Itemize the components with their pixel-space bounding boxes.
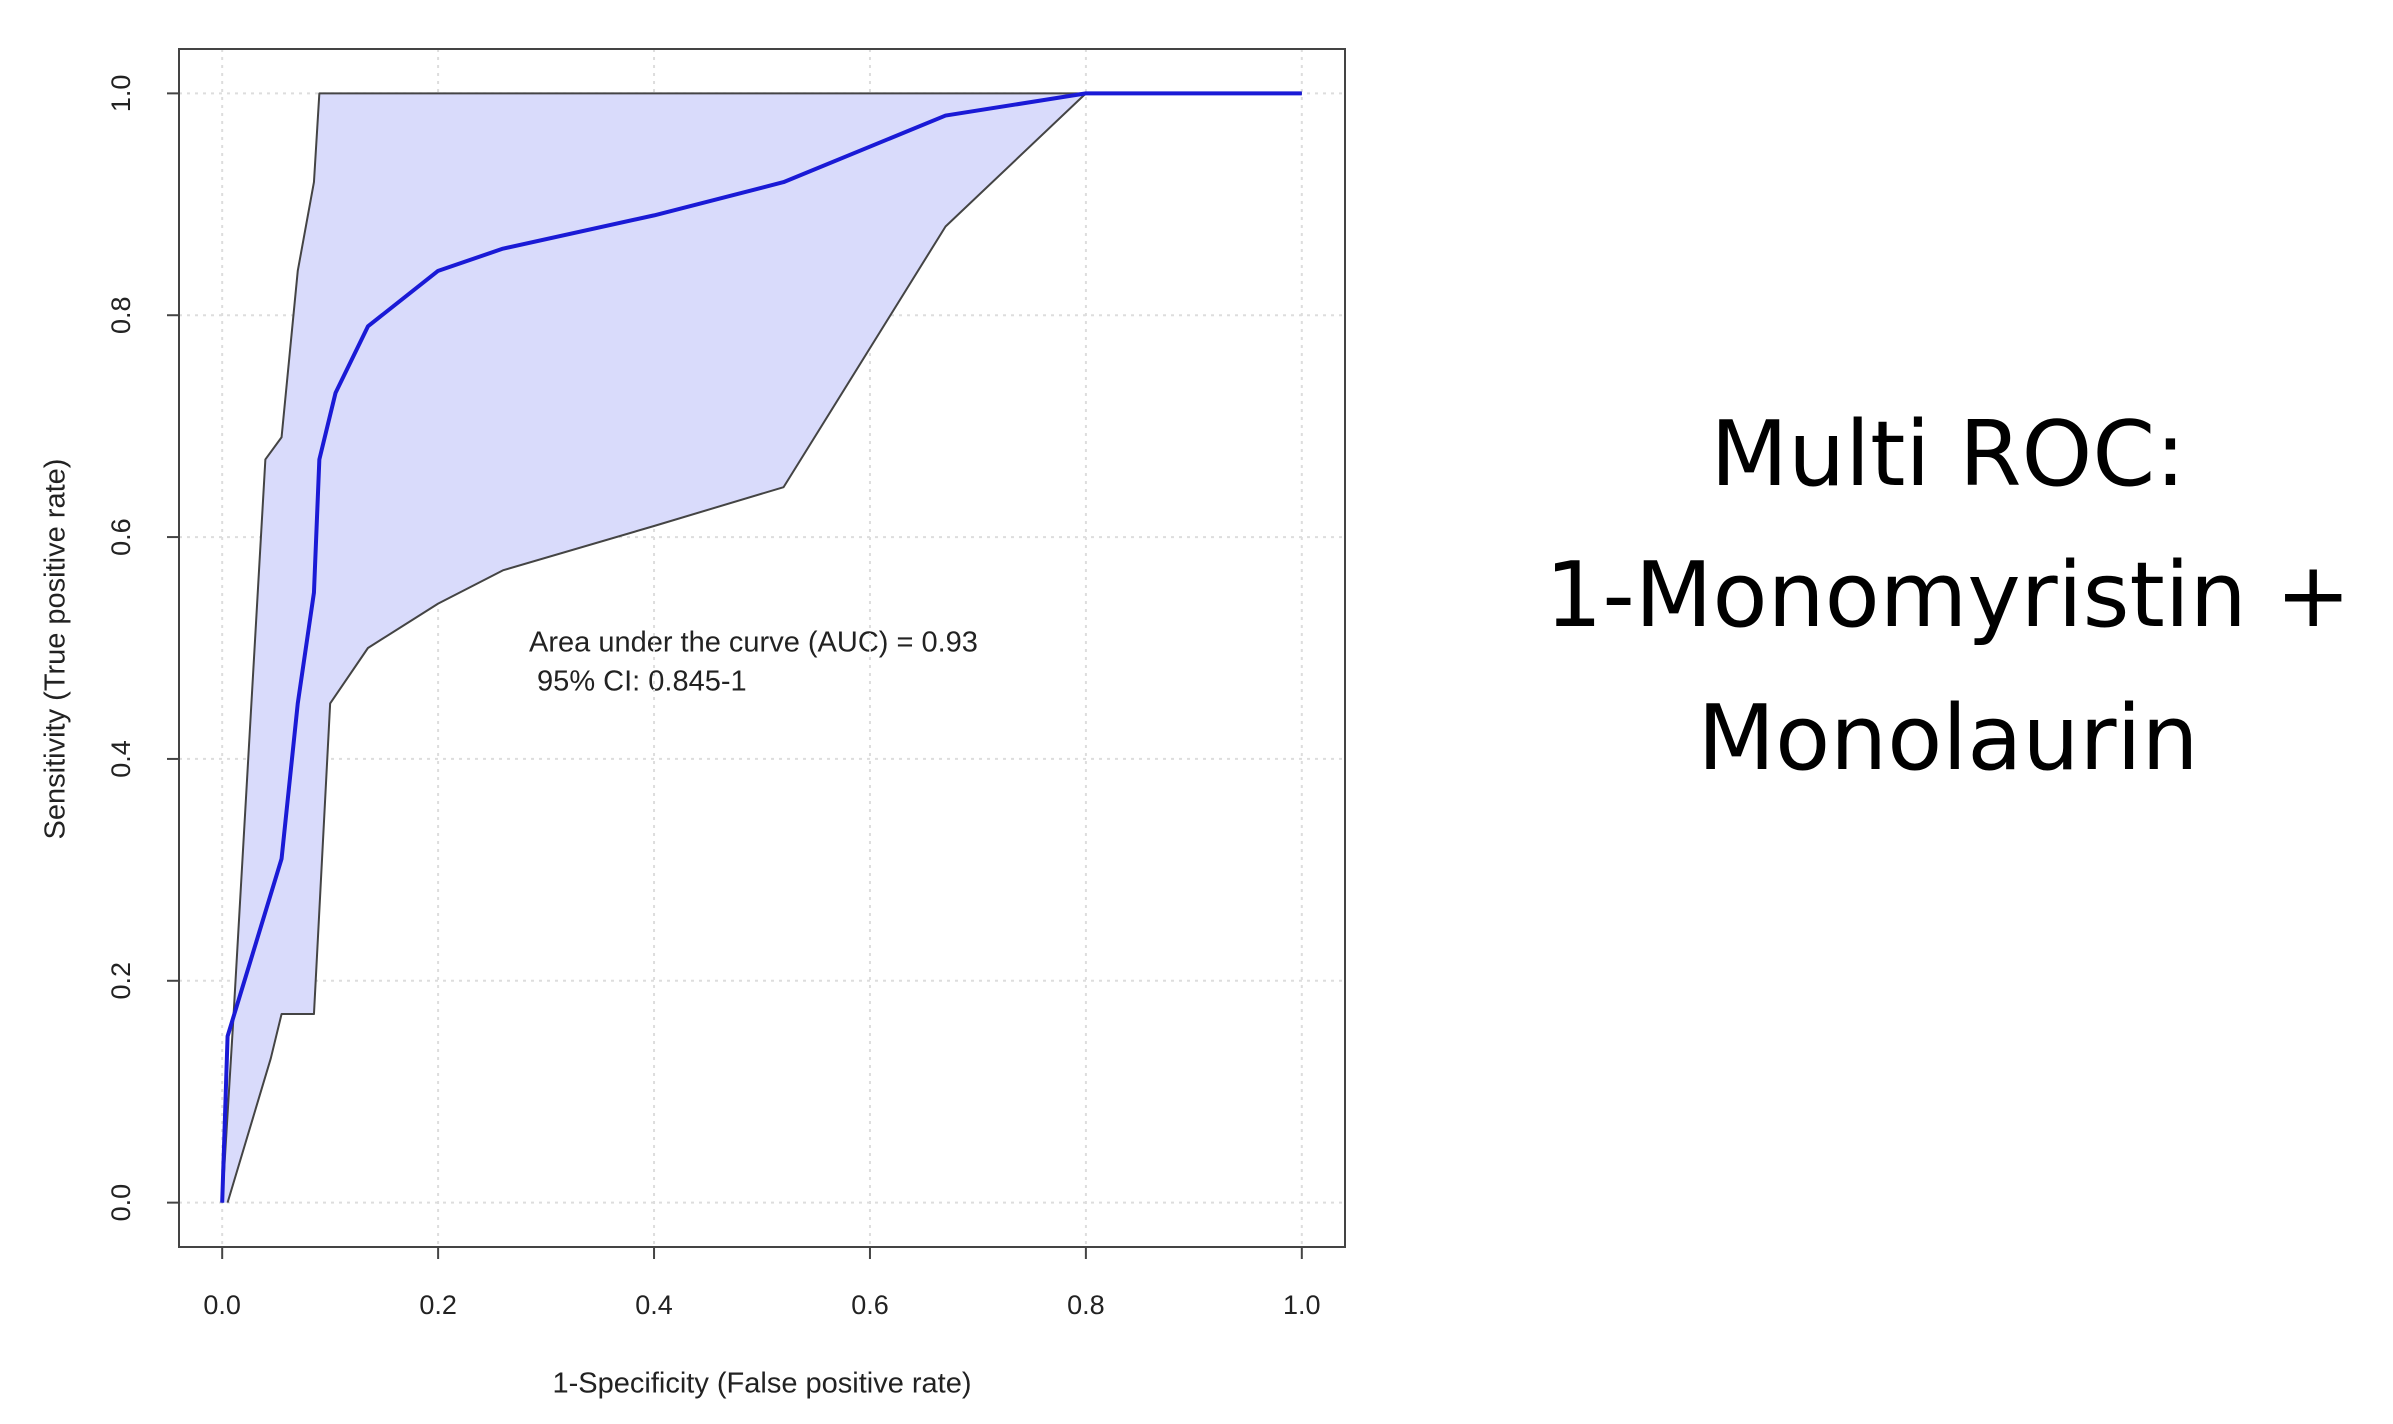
y-tick-label: 0.6 <box>106 518 136 556</box>
title-line: 1-Monomyristin + <box>1545 543 2351 648</box>
x-tick-label: 0.8 <box>1067 1290 1105 1320</box>
y-tick-label: 1.0 <box>106 75 136 113</box>
x-tick-label: 1.0 <box>1283 1290 1321 1320</box>
line <box>221 92 1302 1203</box>
annotation: 95% CI: 0.845-1 <box>529 666 747 698</box>
y-tick-label: 0.8 <box>106 296 136 334</box>
line <box>220 91 1302 1203</box>
line <box>226 92 1302 1203</box>
title-line: Monolaurin <box>1697 686 2198 791</box>
y-tick-label: 0.0 <box>106 1184 136 1222</box>
x-axis-label: 1-Specificity (False positive rate) <box>552 1368 971 1400</box>
y-axis-label: Sensitivity (True positive rate) <box>40 459 72 840</box>
x-tick-label: 0.2 <box>419 1290 457 1320</box>
annotation: Area under the curve (AUC) = 0.93 <box>529 627 978 659</box>
y-tick-label: 0.4 <box>106 740 136 778</box>
title-line: Multi ROC: <box>1710 402 2185 507</box>
x-tick-label: 0.4 <box>635 1290 673 1320</box>
x-tick-label: 0.0 <box>203 1290 241 1320</box>
plot-frame <box>178 48 1346 1248</box>
x-tick-label: 0.6 <box>851 1290 889 1320</box>
y-tick-label: 0.2 <box>106 962 136 1000</box>
ci-band <box>222 93 1302 1203</box>
